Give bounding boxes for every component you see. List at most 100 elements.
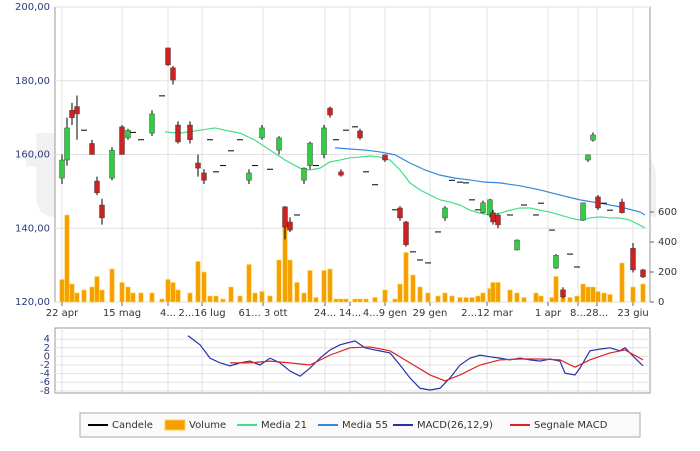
volume-bar [343,298,349,303]
candle-body [301,167,307,181]
volume-bar [149,292,155,303]
volume-bar [363,298,369,303]
volume-bar [357,298,363,303]
volume-bar [382,289,388,303]
volume-bar [397,283,403,303]
candle-body [619,201,625,213]
candle-body [74,106,80,115]
candle-body [59,159,65,179]
volume-bar [410,274,416,303]
volume-bar [538,295,544,303]
candle-body [201,172,207,181]
volume-bar [521,297,527,303]
candle-body [553,254,559,269]
y-tick-label: 2 [44,343,50,354]
volume-bar [207,295,213,303]
legend-label: Volume [189,420,226,431]
candle-body [109,149,115,179]
volume-bar [475,295,481,303]
candle-body [149,113,155,134]
volume-bar [449,295,455,303]
volume-bar [533,292,539,303]
x-tick-label: 28... [586,308,608,319]
x-tick-label: 15 mag [103,308,141,319]
candle-body [64,127,70,161]
candle-body [187,124,193,140]
volume-bar [287,259,293,303]
legend-label: Media 55 [342,420,388,431]
x-tick-label: 1 apr [535,308,562,319]
volume-bar [130,292,136,303]
candle-body [125,129,131,139]
volume-bar [580,283,586,303]
x-tick-label: 24... [314,308,336,319]
candle-body [495,214,501,226]
volume-bar [119,282,125,303]
candle-body [487,199,493,216]
volume-bar [352,298,358,303]
legend-label: Media 21 [261,420,307,431]
volume-bar [125,286,131,303]
legend-swatch [164,419,186,431]
volume-bar [321,270,327,303]
volume-bar [480,292,486,303]
volume-bar [64,214,70,303]
candle-body [259,127,265,139]
volume-bar [417,286,423,303]
volume-bar [601,292,607,303]
y-tick-label: 160,00 [15,150,50,161]
volume-bar [237,295,243,303]
candle-body [382,154,388,161]
candle-body [307,142,313,166]
candle-body [165,47,171,66]
candle-body [327,107,333,116]
volume-bar [201,271,207,303]
candle-body [403,221,409,246]
volume-bar [213,295,219,303]
volume-bar [165,279,171,303]
candle-body [94,180,100,194]
candle-body [175,124,181,143]
volume-bar [338,298,344,303]
x-tick-label: 2...12 mar [461,308,514,319]
volume-bar [442,292,448,303]
volume-bar [392,298,398,303]
y-tick-label: 4 [44,334,50,345]
volume-bar [170,282,176,303]
x-tick-label: 29 gen [413,308,448,319]
volume-bar [595,291,601,303]
candle-body [276,137,282,151]
candle-body [490,212,496,223]
y-tick-label: -6 [40,377,50,388]
x-tick-label: 4... [160,308,176,319]
y-tick-label: 140,00 [15,223,50,234]
candle-body [287,221,293,231]
candle-body [595,196,601,209]
x-tick-label: 8... [570,308,586,319]
volume-bar [294,282,300,303]
volume-bar [195,261,201,303]
volume-bar [187,292,193,303]
candle-body [321,127,327,155]
candle-body [590,134,596,141]
x-tick-label: 22 apr [46,308,79,319]
y-tick-label: -4 [40,369,50,380]
volume-bar [590,286,596,303]
candle-body [442,207,448,219]
candle-body [246,172,252,181]
volume-bar [267,295,273,303]
volume-bar [574,295,580,303]
volume-bar [457,297,463,303]
candle-body [195,162,201,169]
y-tick-label: 200,00 [15,2,50,13]
candle-body [630,247,636,271]
volume-bar [553,276,559,303]
y2-tick-label: 0 [658,297,664,308]
volume-bar [567,297,573,303]
candle-body [282,206,288,228]
volume-bar [403,252,409,303]
volume-bar [301,292,307,303]
volume-bar [463,297,469,303]
x-tick-label: 4...9 gen [363,308,407,319]
